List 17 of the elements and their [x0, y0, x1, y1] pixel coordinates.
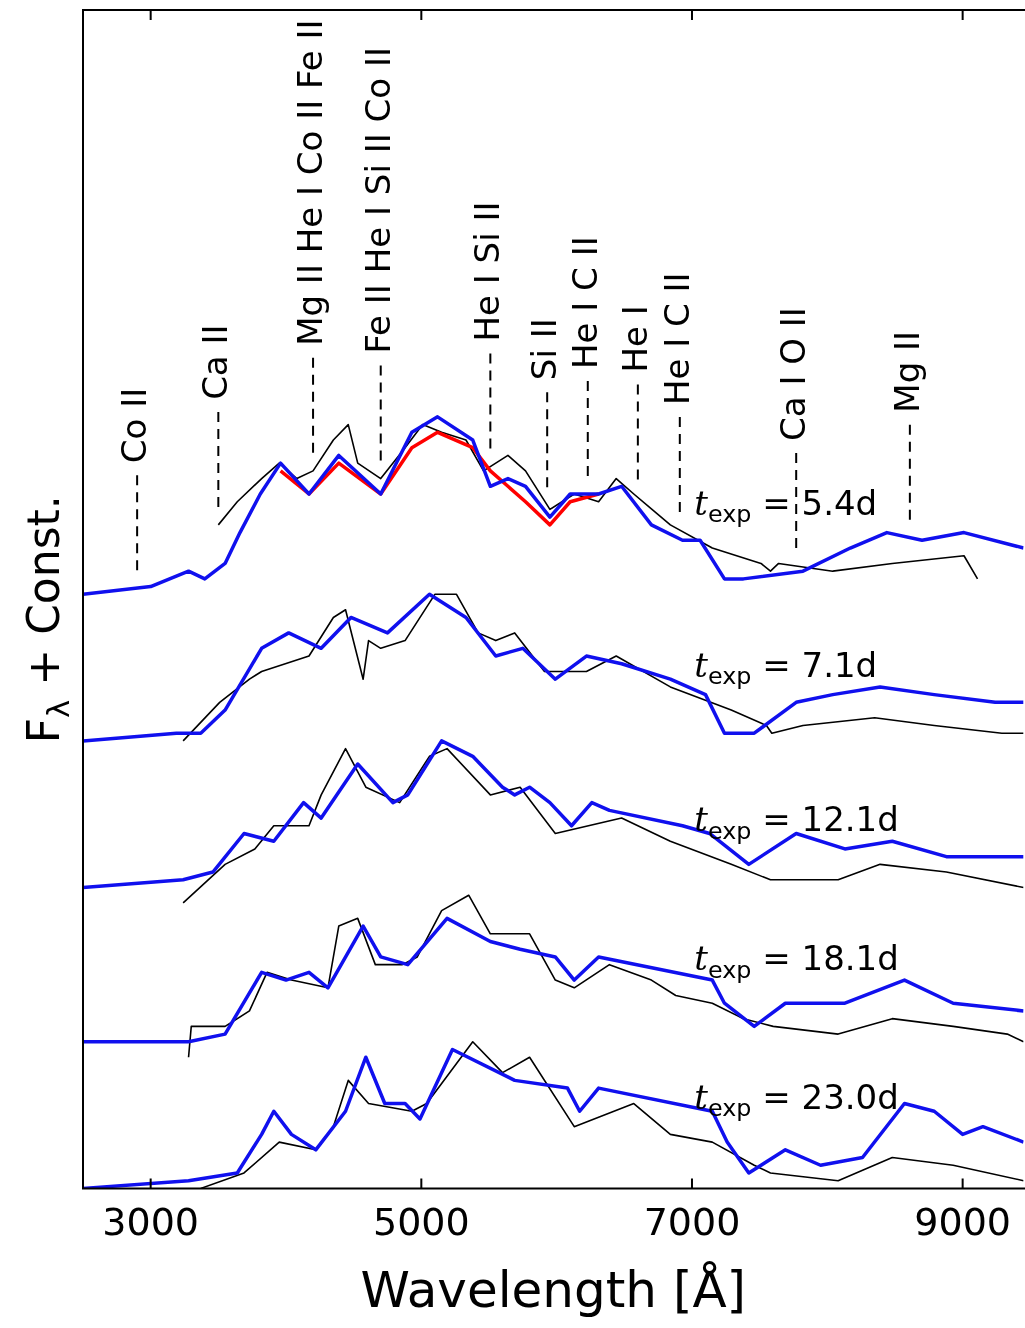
ref-line-label: He I C II: [656, 272, 697, 406]
ref-line-label: Ca I O II: [773, 307, 814, 441]
ref-line-label: He I Si II: [467, 201, 508, 342]
x-tick-label: 7000: [643, 1200, 741, 1245]
x-axis-title: Wavelength [Å]: [360, 1260, 747, 1319]
ref-line-label: Co II: [113, 387, 154, 464]
y-axis-title: Fλ + Const.: [18, 495, 77, 744]
ref-line-label: Mg II He I Co II Fe II: [289, 19, 330, 346]
ref-line-label: Ca II: [195, 324, 236, 400]
x-tick-label: 5000: [372, 1200, 470, 1245]
ref-line-label: He I: [614, 305, 655, 373]
ref-line-label: He I C II: [564, 236, 605, 370]
x-tick-label: 3000: [102, 1200, 200, 1245]
ref-line-label: Fe II He I Si II Co II: [357, 47, 398, 354]
ref-line-label: Mg II: [886, 330, 927, 413]
ref-line-label: Si II: [524, 318, 565, 381]
x-tick-label: 9000: [914, 1200, 1012, 1245]
